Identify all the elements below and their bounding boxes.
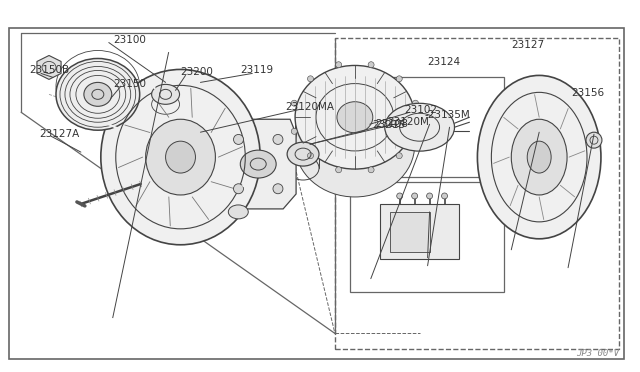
- Ellipse shape: [287, 142, 319, 166]
- Text: JP3 00*V: JP3 00*V: [576, 349, 619, 358]
- Text: 23150: 23150: [113, 79, 146, 89]
- Bar: [390, 212, 429, 252]
- Circle shape: [368, 167, 374, 173]
- Circle shape: [307, 153, 314, 159]
- Circle shape: [413, 100, 419, 106]
- Text: 23108: 23108: [375, 119, 408, 129]
- Bar: [385, 107, 435, 147]
- Polygon shape: [37, 55, 61, 79]
- Ellipse shape: [477, 76, 601, 239]
- Ellipse shape: [84, 82, 112, 106]
- Circle shape: [427, 193, 433, 199]
- Text: 23120MA: 23120MA: [285, 102, 334, 112]
- Bar: [380, 204, 460, 259]
- Circle shape: [335, 167, 342, 173]
- Circle shape: [586, 132, 602, 148]
- Ellipse shape: [166, 141, 195, 173]
- Ellipse shape: [295, 65, 415, 169]
- Text: 23215: 23215: [372, 120, 405, 130]
- Circle shape: [442, 193, 447, 199]
- Circle shape: [396, 153, 402, 159]
- Circle shape: [273, 184, 283, 194]
- Ellipse shape: [511, 119, 567, 195]
- Text: 23124: 23124: [428, 57, 461, 67]
- Circle shape: [397, 193, 403, 199]
- Ellipse shape: [228, 205, 248, 219]
- Circle shape: [291, 100, 297, 106]
- Text: 23127A: 23127A: [39, 129, 79, 139]
- Bar: [350, 182, 504, 292]
- Text: 23102: 23102: [404, 105, 438, 115]
- Ellipse shape: [240, 150, 276, 178]
- Text: 23100: 23100: [113, 35, 146, 45]
- Text: 23127: 23127: [511, 39, 545, 49]
- Circle shape: [273, 134, 283, 144]
- Circle shape: [368, 62, 374, 68]
- Circle shape: [307, 76, 314, 82]
- Bar: [9, 28, 624, 359]
- Circle shape: [291, 128, 297, 134]
- Text: 23120M: 23120M: [388, 117, 429, 127]
- Text: 23200: 23200: [180, 67, 213, 77]
- Bar: [350, 77, 504, 177]
- Ellipse shape: [152, 84, 180, 104]
- Polygon shape: [220, 119, 296, 209]
- Text: 23156: 23156: [571, 88, 604, 98]
- Circle shape: [234, 184, 243, 194]
- Circle shape: [396, 76, 402, 82]
- Text: -23135M: -23135M: [424, 110, 470, 120]
- Ellipse shape: [295, 93, 415, 197]
- Ellipse shape: [146, 119, 216, 195]
- Circle shape: [413, 128, 419, 134]
- Ellipse shape: [337, 102, 373, 133]
- Bar: [335, 38, 619, 349]
- Ellipse shape: [527, 141, 551, 173]
- Ellipse shape: [56, 58, 140, 130]
- Text: 23119: 23119: [240, 65, 273, 76]
- Circle shape: [234, 134, 243, 144]
- Ellipse shape: [101, 70, 260, 245]
- Text: 23150B: 23150B: [29, 65, 69, 76]
- Circle shape: [412, 193, 418, 199]
- Circle shape: [335, 62, 342, 68]
- Ellipse shape: [385, 103, 454, 151]
